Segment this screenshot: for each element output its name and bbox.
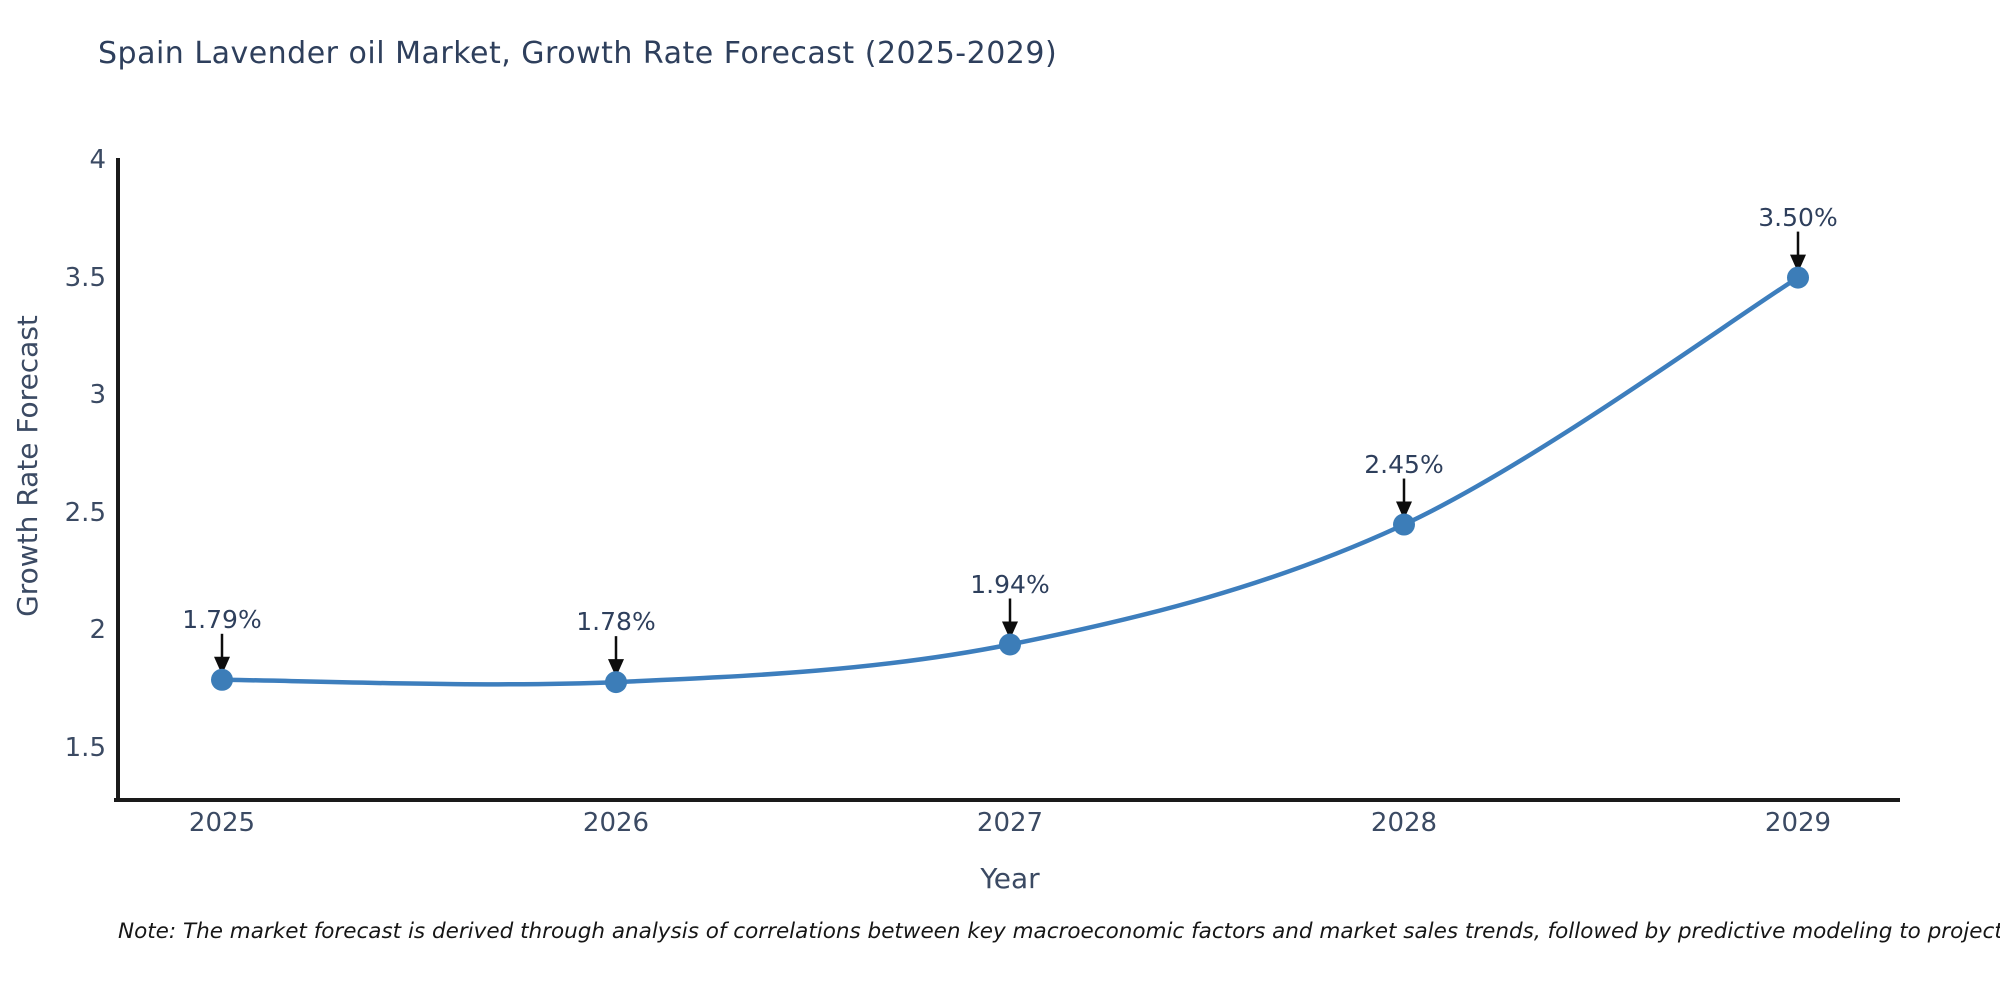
chart-title: Spain Lavender oil Market, Growth Rate F… [98,36,1058,71]
y-tick-label: 4 [89,145,106,175]
y-tick-label: 1.5 [64,733,106,763]
x-axis-title: Year [980,862,1040,895]
y-axis-title: Growth Rate Forecast [11,315,44,617]
data-point-markers [211,266,1809,694]
point-value-label: 3.50% [1758,202,1838,232]
annotation-arrows [214,231,1806,678]
footnote: Note: The market forecast is derived thr… [118,919,2000,944]
x-tick-label: 2025 [188,808,256,838]
data-point-marker[interactable] [1787,266,1809,289]
y-tick-label: 2 [89,615,106,646]
x-tick-label: 2026 [582,808,650,838]
x-tick-label: 2029 [1764,808,1832,838]
annotation-arrow-head [1790,254,1806,273]
axes [114,158,1900,802]
point-value-label: 1.79% [182,604,262,634]
x-tick-label: 2028 [1370,808,1438,838]
data-point-marker[interactable] [999,633,1021,656]
y-tick-label: 2.5 [64,497,106,528]
point-value-label: 2.45% [1364,449,1444,479]
annotation-arrow-head [1002,621,1018,640]
y-tick-label: 3 [89,380,106,411]
y-tick-label: 3.5 [64,262,106,293]
annotation-arrow-head [608,659,624,678]
annotation-arrow-head [1396,501,1412,520]
data-point-marker[interactable] [605,671,627,694]
point-value-label: 1.94% [970,569,1050,599]
x-tick-label: 2027 [976,808,1044,838]
data-point-marker[interactable] [211,668,233,691]
point-value-label: 1.78% [576,607,656,637]
data-point-marker[interactable] [1393,513,1415,536]
annotation-arrow-head [214,656,230,675]
